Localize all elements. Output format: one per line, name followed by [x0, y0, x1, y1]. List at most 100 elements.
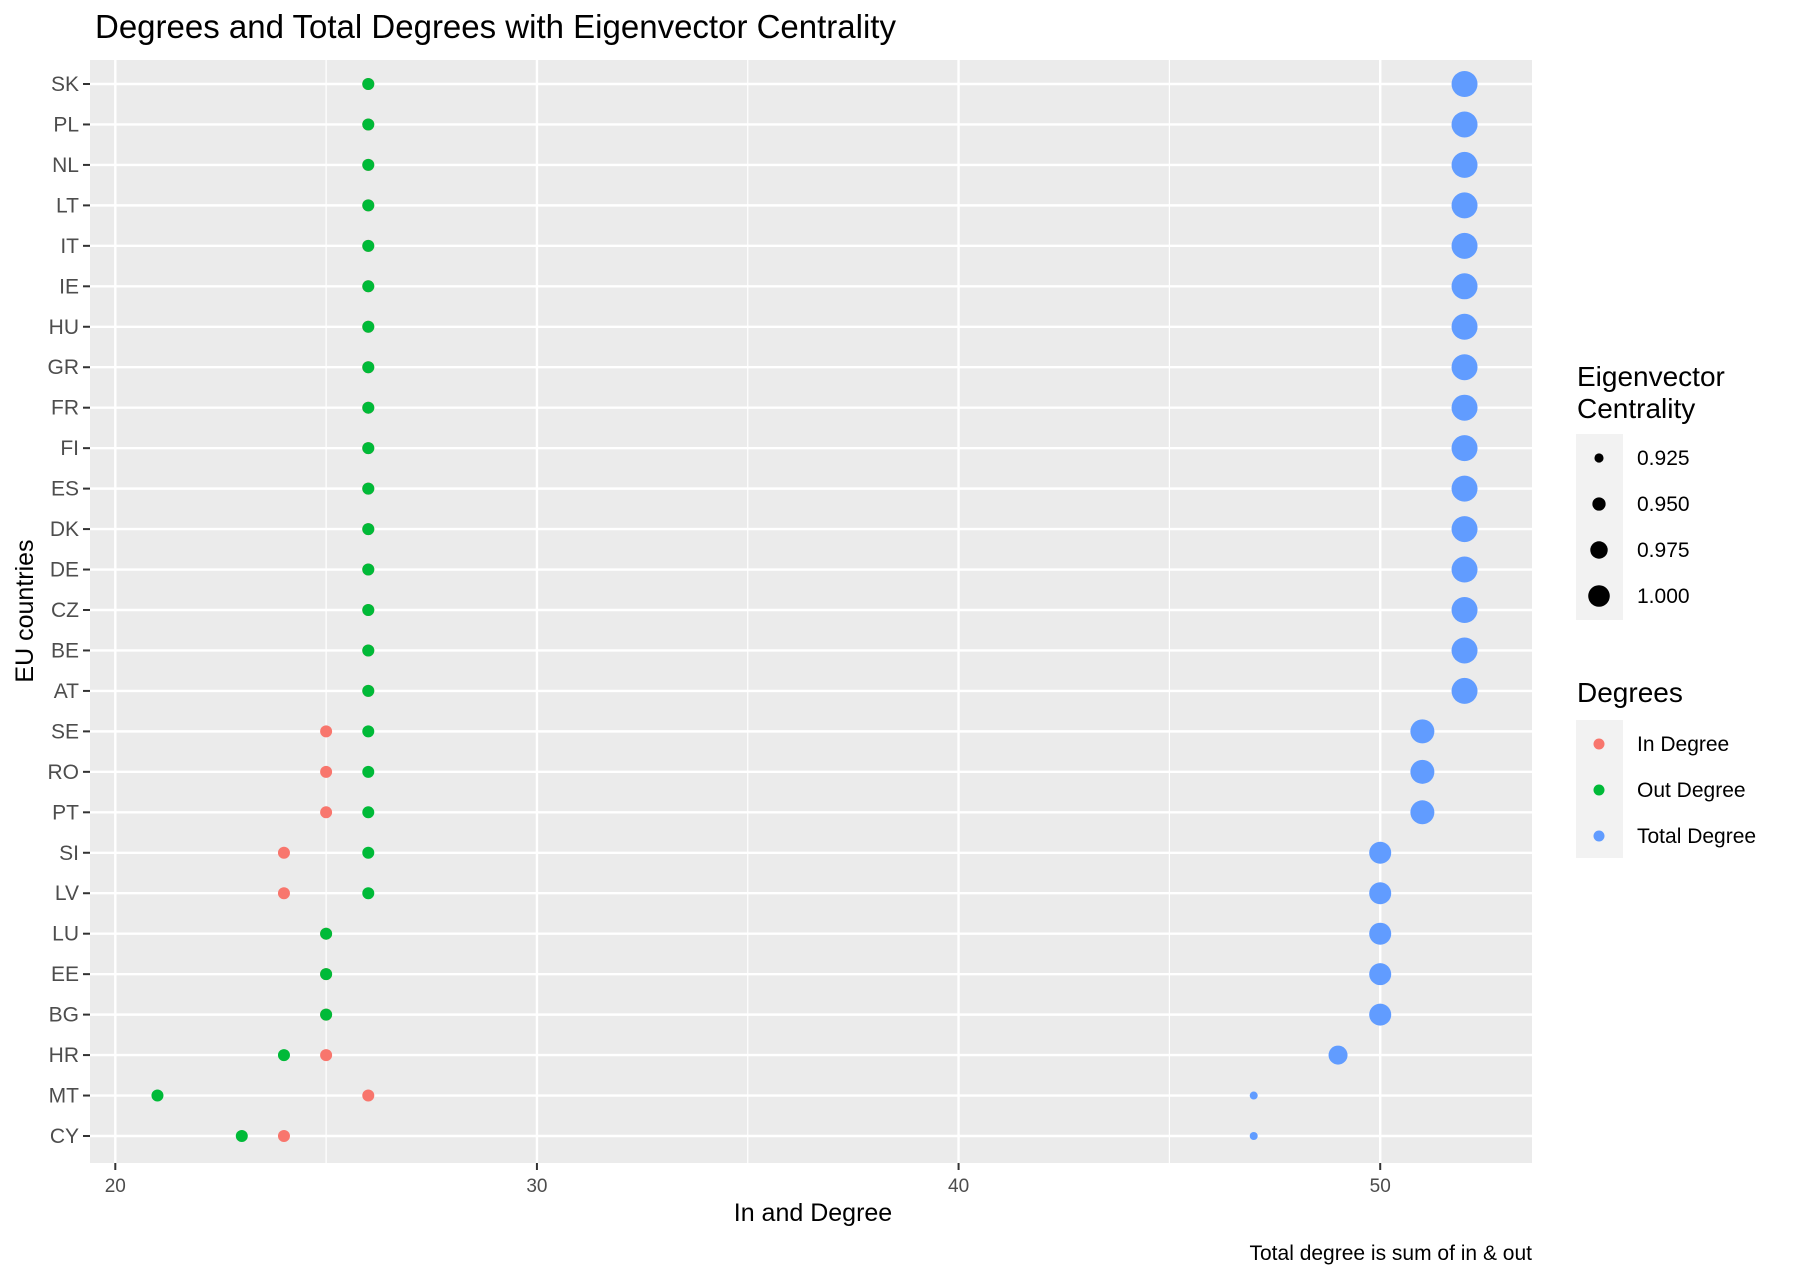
color-legend-label: Out Degree [1637, 779, 1746, 802]
y-tick-label: LV [55, 882, 79, 905]
point-out-degree-se [362, 725, 375, 738]
point-total-degree-ee [1369, 963, 1392, 986]
y-tick-label: DE [50, 559, 79, 582]
y-tick-label: MT [49, 1085, 79, 1108]
y-tick-label: BE [51, 639, 79, 662]
color-legend-key [1593, 738, 1605, 750]
point-in-degree-se [320, 725, 333, 738]
y-tick-label: LU [52, 923, 79, 946]
chart-title: Degrees and Total Degrees with Eigenvect… [95, 8, 896, 45]
y-tick-label: HU [49, 316, 79, 339]
point-total-degree-cy [1249, 1132, 1258, 1140]
point-in-degree-cy [277, 1130, 290, 1142]
point-in-degree-hr [320, 1049, 333, 1062]
point-out-degree-ro [362, 765, 375, 778]
point-total-degree-mt [1249, 1091, 1258, 1100]
chart-caption: Total degree is sum of in & out [1250, 1242, 1533, 1265]
point-in-degree-ro [320, 765, 333, 778]
point-total-degree-fi [1451, 435, 1478, 462]
point-out-degree-hu [362, 320, 375, 333]
point-total-degree-hu [1451, 313, 1478, 340]
color-legend-title: Degrees [1577, 677, 1683, 708]
y-tick-label: AT [54, 680, 79, 703]
color-legend-label: In Degree [1637, 733, 1729, 756]
point-total-degree-lt [1451, 192, 1478, 219]
point-out-degree-nl [362, 158, 375, 171]
point-total-degree-ro [1410, 759, 1435, 784]
color-legend-key [1593, 784, 1605, 796]
point-total-degree-dk [1451, 516, 1478, 543]
point-out-degree-dk [362, 523, 375, 536]
point-out-degree-de [362, 563, 375, 576]
y-tick-label: CZ [51, 599, 79, 622]
point-out-degree-be [362, 644, 375, 657]
size-legend-key [1588, 585, 1610, 607]
y-tick-label: BG [49, 1004, 79, 1027]
point-out-degree-cy [235, 1130, 248, 1142]
point-in-degree-si [277, 846, 290, 859]
size-legend-label: 0.950 [1637, 493, 1690, 516]
point-out-degree-pl [362, 118, 375, 131]
x-tick-label: 30 [526, 1176, 547, 1197]
point-out-degree-cz [362, 604, 375, 616]
y-tick-label: FI [60, 437, 79, 460]
y-tick-label: NL [52, 154, 79, 177]
point-in-degree-lv [277, 887, 290, 900]
y-tick-label: EE [51, 963, 79, 986]
y-tick-label: SE [51, 720, 79, 743]
point-total-degree-pl [1451, 111, 1478, 138]
x-tick-label: 20 [105, 1176, 126, 1197]
point-total-degree-gr [1451, 354, 1478, 381]
point-total-degree-es [1451, 475, 1478, 502]
y-tick-label: FR [51, 397, 79, 420]
point-total-degree-lv [1369, 882, 1392, 905]
point-total-degree-it [1451, 232, 1478, 259]
point-out-degree-ie [362, 280, 375, 293]
color-legend: Degrees In Degree Out Degree Total Degree [1576, 677, 1756, 858]
plot-panel [90, 60, 1532, 1163]
point-in-degree-mt [362, 1089, 375, 1102]
point-total-degree-se [1410, 719, 1435, 744]
size-legend-title-line1: Eigenvector [1577, 361, 1725, 392]
y-tick-label: PT [52, 801, 79, 824]
point-total-degree-bg [1369, 1003, 1392, 1026]
point-out-degree-si [362, 846, 375, 859]
point-out-degree-at [362, 684, 375, 697]
point-out-degree-pt [362, 806, 375, 819]
color-legend-key [1593, 830, 1605, 842]
size-legend-label: 1.000 [1637, 585, 1690, 608]
y-tick-label: RO [48, 761, 80, 784]
point-out-degree-fi [362, 442, 375, 455]
point-out-degree-lu [320, 927, 333, 940]
y-tick-label: LT [56, 194, 79, 217]
color-legend-label: Total Degree [1637, 825, 1756, 848]
y-tick-label: DK [50, 518, 79, 541]
point-out-degree-lv [362, 887, 375, 900]
point-out-degree-sk [362, 78, 375, 90]
point-out-degree-lt [362, 199, 375, 212]
size-legend-key [1590, 541, 1608, 559]
y-tick-label: SK [51, 73, 79, 96]
y-axis: CY MT HR BG EE LU LV SI PT RO SE AT BE CZ DE DK ES FI FR GR… [48, 73, 90, 1148]
point-out-degree-mt [151, 1089, 164, 1102]
x-axis-title: In and Degree [734, 1199, 892, 1227]
y-tick-label: ES [51, 478, 79, 501]
x-axis: 20 30 40 50 [105, 1163, 1391, 1197]
point-out-degree-gr [362, 361, 375, 374]
y-tick-label: SI [59, 842, 79, 865]
size-legend-key [1594, 453, 1604, 463]
point-total-degree-cz [1451, 597, 1478, 623]
y-tick-label: PL [53, 113, 79, 136]
point-total-degree-de [1451, 556, 1478, 583]
point-total-degree-nl [1451, 151, 1478, 178]
point-total-degree-lu [1369, 922, 1392, 945]
point-total-degree-at [1451, 677, 1478, 704]
point-total-degree-ie [1451, 273, 1478, 300]
size-legend-title-line2: Centrality [1577, 393, 1695, 424]
y-axis-title: EU countries [11, 539, 39, 682]
point-out-degree-hr [277, 1049, 290, 1062]
point-total-degree-pt [1410, 800, 1435, 825]
point-in-degree-pt [320, 806, 333, 819]
data-points [151, 71, 1478, 1142]
